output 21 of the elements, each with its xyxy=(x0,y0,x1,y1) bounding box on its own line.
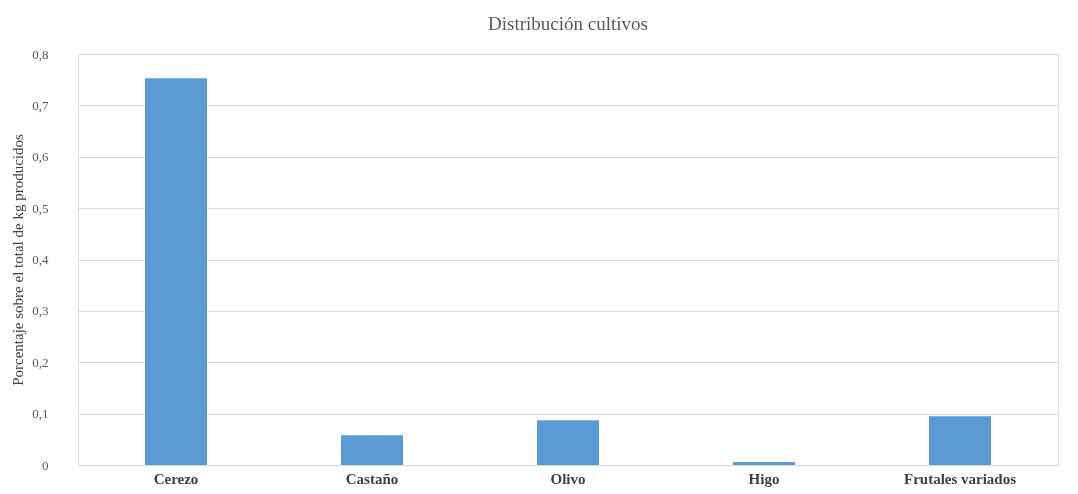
bar xyxy=(929,416,991,465)
x-tick-label: Castaño xyxy=(345,470,399,487)
x-tick-label: Cerezo xyxy=(153,470,199,487)
y-tick-label: 0 xyxy=(42,457,49,473)
y-tick-label: 0,6 xyxy=(32,149,49,165)
bar xyxy=(537,420,599,465)
bar xyxy=(733,461,795,465)
y-tick-label: 0,7 xyxy=(32,97,49,113)
y-tick-label: 0,5 xyxy=(32,200,49,216)
x-tick-label: Frutales variados xyxy=(903,470,1017,487)
x-tick-label: Higo xyxy=(748,470,780,487)
y-tick-label: 0,2 xyxy=(32,354,49,370)
bar xyxy=(145,78,207,465)
y-axis-title: Porcentaje sobre el total de kg producidos xyxy=(10,134,27,386)
bar xyxy=(341,435,403,465)
y-tick-label: 0,1 xyxy=(32,406,49,422)
y-tick-label: 0,8 xyxy=(32,46,49,62)
y-tick-label: 0,3 xyxy=(32,303,49,319)
x-tick-label: Olivo xyxy=(550,470,586,487)
chart-title: Distribución cultivos xyxy=(488,13,648,34)
y-tick-label: 0,4 xyxy=(32,252,49,267)
